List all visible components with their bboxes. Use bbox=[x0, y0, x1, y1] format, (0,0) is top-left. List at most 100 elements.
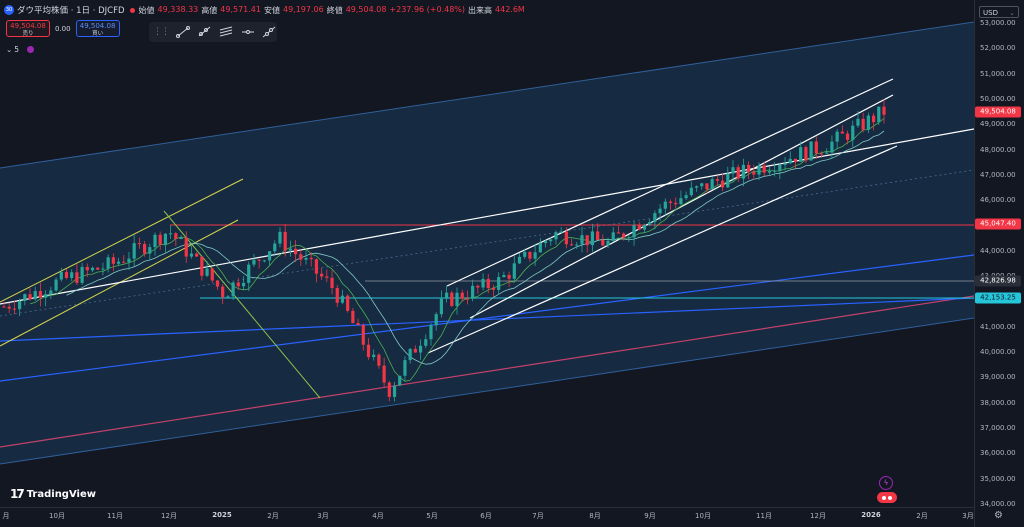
price-level-badge: 45,047.40 bbox=[975, 218, 1021, 230]
candle-body bbox=[226, 296, 230, 298]
parallel-channel bbox=[0, 22, 974, 464]
candle-body bbox=[778, 164, 782, 171]
candle-body bbox=[429, 325, 433, 340]
time-tick-label: 2月 bbox=[267, 512, 279, 520]
candle-body bbox=[783, 163, 787, 165]
candle-body bbox=[715, 179, 719, 181]
price-tick-label: 40,000.00 bbox=[980, 348, 1016, 357]
candle-body bbox=[70, 272, 74, 278]
candle-body bbox=[54, 279, 58, 291]
candle-body bbox=[101, 268, 105, 270]
candle-body bbox=[418, 345, 423, 353]
sell-price: 49,504.08 bbox=[10, 22, 46, 30]
time-tick-label: 4月 bbox=[372, 512, 384, 520]
candle-body bbox=[502, 274, 506, 278]
candle-body bbox=[346, 295, 350, 311]
green-trend-line bbox=[163, 210, 321, 399]
symbol-logo-icon: 30 bbox=[4, 5, 14, 15]
candle-body bbox=[403, 360, 407, 376]
candle-body bbox=[804, 147, 808, 161]
events-flag-icon[interactable] bbox=[877, 492, 897, 503]
close-label: 終値 bbox=[326, 5, 343, 15]
blue-trend-line-1 bbox=[0, 254, 974, 382]
candle-body bbox=[465, 298, 470, 300]
symbol-title[interactable]: ダウ平均株価 · 1日 · DJCFD bbox=[17, 6, 125, 16]
candle-body bbox=[471, 285, 475, 299]
high-label: 高値 bbox=[201, 5, 218, 15]
channel-lower-line bbox=[0, 317, 974, 465]
price-tick-label: 46,000.00 bbox=[980, 196, 1016, 205]
blue-trend-line-2 bbox=[0, 297, 974, 342]
time-tick-label: 12月 bbox=[810, 512, 826, 520]
candle-body bbox=[861, 118, 865, 130]
sell-button[interactable]: 49,504.08 売り bbox=[6, 20, 50, 37]
candle-body bbox=[210, 268, 214, 281]
ma-line-medium bbox=[66, 130, 885, 365]
gear-icon[interactable]: ⚙ bbox=[994, 510, 1003, 521]
time-tick-label: 10月 bbox=[49, 512, 65, 520]
candle-body bbox=[28, 294, 32, 300]
time-tick-label: 3月 bbox=[962, 512, 974, 520]
candle-body bbox=[340, 295, 345, 303]
time-tick-label: 2026 bbox=[861, 511, 881, 519]
ray-icon[interactable] bbox=[197, 25, 213, 39]
price-tick-label: 50,000.00 bbox=[980, 94, 1016, 103]
price-axis[interactable] bbox=[974, 0, 1024, 527]
candle-body bbox=[221, 286, 225, 298]
buy-price: 49,504.08 bbox=[79, 22, 116, 30]
candle-body bbox=[788, 158, 792, 164]
white-line-c bbox=[427, 145, 898, 354]
lightning-icon[interactable]: ϟ bbox=[879, 476, 893, 490]
candle-body bbox=[533, 252, 537, 259]
price-tick-label: 52,000.00 bbox=[980, 44, 1016, 53]
candle-body bbox=[799, 147, 803, 162]
candle-body bbox=[580, 235, 584, 245]
horizontal-line-icon[interactable] bbox=[240, 25, 256, 39]
parallel-channel-icon[interactable] bbox=[218, 25, 234, 39]
extended-line-icon[interactable] bbox=[261, 25, 277, 39]
currency-select[interactable]: USD ⌄ bbox=[979, 6, 1019, 18]
candle-body bbox=[90, 267, 95, 271]
candle-body bbox=[694, 186, 699, 188]
trend-line-icon[interactable] bbox=[175, 25, 191, 39]
buy-button[interactable]: 49,504.08 買い bbox=[75, 20, 120, 37]
candle-body bbox=[705, 183, 709, 190]
tradingview-logo[interactable]: 17 TradingView bbox=[10, 487, 96, 501]
candle-body bbox=[668, 201, 673, 203]
price-tick-label: 44,000.00 bbox=[980, 246, 1016, 255]
candle-body bbox=[793, 158, 798, 162]
candle-body bbox=[528, 251, 532, 259]
time-tick-label: 11月 bbox=[756, 512, 772, 520]
candle-body bbox=[205, 268, 209, 276]
candle-body bbox=[44, 294, 48, 298]
candle-body bbox=[689, 187, 693, 196]
candle-body bbox=[512, 263, 516, 279]
candle-body bbox=[747, 164, 751, 172]
candle-body bbox=[314, 259, 319, 274]
price-tick-label: 38,000.00 bbox=[980, 398, 1016, 407]
time-axis[interactable] bbox=[0, 507, 974, 527]
drag-handle-icon[interactable]: ⋮⋮ bbox=[153, 27, 170, 37]
drawing-toolbar: ⋮⋮ bbox=[149, 22, 277, 42]
indicators-count: 5 bbox=[14, 45, 20, 54]
indicators-collapse[interactable]: ⌄ 5 bbox=[6, 45, 35, 54]
candle-body bbox=[575, 244, 579, 246]
open-label: 始値 bbox=[138, 5, 155, 15]
price-chart[interactable] bbox=[0, 0, 974, 507]
candle-body bbox=[189, 253, 194, 257]
candle-body bbox=[85, 266, 89, 271]
candle-body bbox=[809, 141, 813, 161]
candle-body bbox=[200, 256, 204, 276]
candle-body bbox=[830, 141, 834, 153]
candle-body bbox=[627, 237, 631, 239]
time-tick-label: 11月 bbox=[107, 512, 123, 520]
symbol-header[interactable]: 30 ダウ平均株価 · 1日 · DJCFD 始値 49,338.33 高値 4… bbox=[4, 4, 525, 16]
candle-body bbox=[132, 243, 136, 259]
price-tick-label: 37,000.00 bbox=[980, 424, 1016, 433]
candle-body bbox=[845, 133, 850, 140]
candle-body bbox=[179, 237, 183, 240]
candle-body bbox=[96, 267, 100, 270]
candle-body bbox=[252, 259, 256, 265]
price-tick-label: 53,000.00 bbox=[980, 19, 1016, 27]
